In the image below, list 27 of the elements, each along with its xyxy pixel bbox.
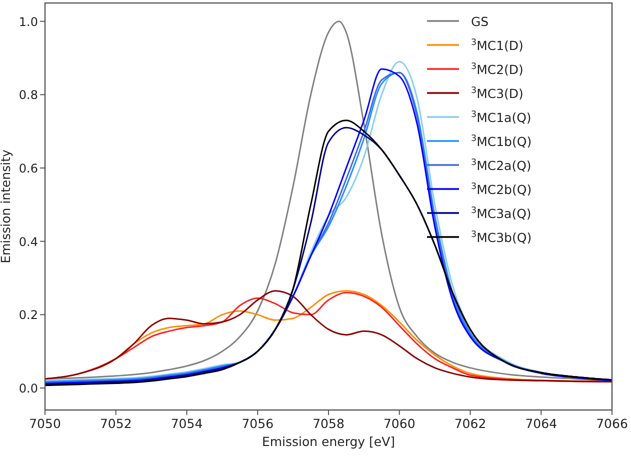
- legend-label: $^{3}$MC1a(Q): [471, 110, 532, 125]
- y-tick-label: 0.8: [18, 88, 38, 102]
- y-axis-title: Emission intensity: [0, 149, 13, 264]
- legend-label: $^{3}$MC3b(Q): [471, 230, 532, 245]
- x-tick-label: 7058: [312, 416, 344, 431]
- x-tick-label: 7060: [383, 416, 416, 431]
- x-tick-label: 7050: [29, 416, 61, 431]
- y-tick-label: 0.6: [18, 162, 38, 176]
- y-tick-label: 0.4: [18, 234, 38, 249]
- legend-label: $^{3}$MC3(D): [471, 86, 524, 101]
- x-tick-label: 7052: [100, 416, 132, 431]
- x-tick-label: 7064: [525, 416, 558, 431]
- y-tick-label: 0.0: [18, 382, 38, 396]
- legend-label: $^{3}$MC1(D): [471, 38, 524, 53]
- legend-label: $^{3}$MC2(D): [471, 62, 524, 77]
- legend-label: $^{3}$MC2b(Q): [471, 182, 532, 197]
- y-tick-label: 0.2: [18, 308, 38, 322]
- y-tick-label: 1.0: [18, 14, 38, 29]
- legend-label: $^{3}$MC2a(Q): [471, 158, 532, 173]
- legend-label: $^{3}$MC1b(Q): [471, 134, 532, 149]
- legend-label: $^{3}$MC3a(Q): [471, 206, 532, 221]
- x-tick-label: 7054: [170, 416, 203, 431]
- x-tick-label: 7062: [454, 416, 486, 431]
- x-axis-title: Emission energy [eV]: [262, 434, 396, 449]
- x-tick-label: 7056: [242, 416, 274, 431]
- x-tick-label: 7066: [596, 416, 628, 431]
- legend-label: GS: [471, 14, 489, 29]
